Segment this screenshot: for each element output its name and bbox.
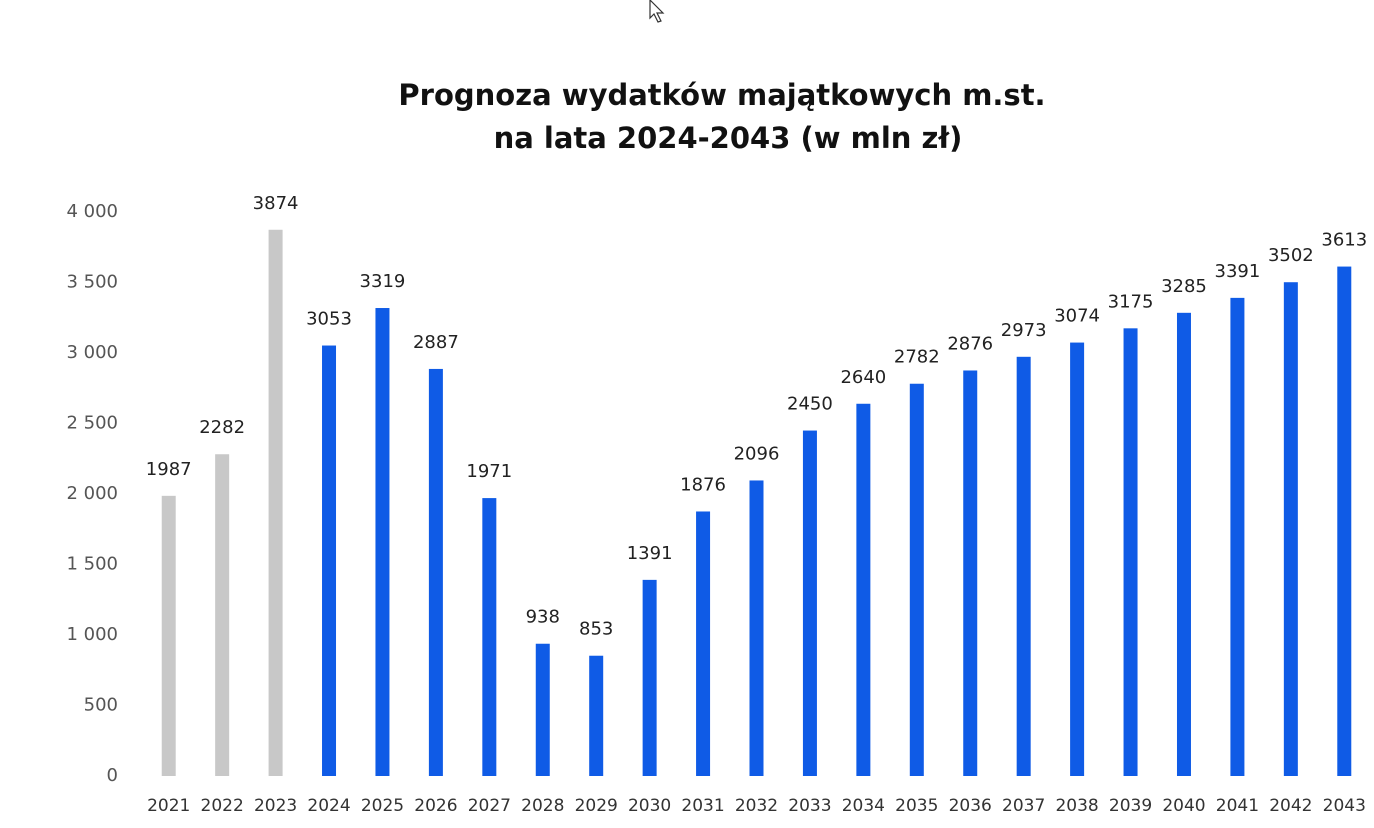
y-tick-label: 500 (84, 695, 118, 716)
bar (482, 498, 497, 776)
y-tick-label: 3 500 (66, 272, 118, 293)
value-label: 2450 (787, 394, 833, 415)
x-tick-label: 2021 (147, 796, 190, 816)
x-tick-label: 2022 (201, 796, 244, 816)
x-tick-label: 2032 (735, 796, 778, 816)
value-label: 853 (579, 619, 613, 640)
x-tick-label: 2042 (1269, 796, 1312, 816)
bar (1283, 282, 1298, 776)
x-tick-label: 2037 (1002, 796, 1045, 816)
value-label: 3074 (1054, 306, 1100, 327)
value-label: 3391 (1215, 261, 1261, 282)
value-label: 3502 (1268, 245, 1314, 266)
x-tick-label: 2043 (1323, 796, 1366, 816)
chart-title: na lata 2024-2043 (w mln zł) (494, 121, 963, 155)
value-label: 3285 (1161, 276, 1207, 297)
bar (589, 655, 604, 776)
x-tick-label: 2036 (949, 796, 992, 816)
bar (268, 229, 283, 777)
bar (1016, 356, 1031, 776)
x-tick-label: 2034 (842, 796, 885, 816)
x-tick-label: 2024 (307, 796, 350, 816)
bar (322, 345, 337, 776)
value-label: 1987 (146, 459, 192, 480)
value-label: 2973 (1001, 320, 1047, 341)
x-tick-label: 2028 (521, 796, 564, 816)
value-label: 3874 (253, 193, 299, 214)
y-tick-label: 0 (107, 765, 118, 786)
bar (963, 370, 978, 776)
value-label: 2640 (840, 367, 886, 388)
value-label: 2282 (199, 417, 245, 438)
bar (1230, 297, 1245, 776)
value-label: 3319 (360, 271, 406, 292)
value-label: 938 (526, 607, 560, 628)
value-label: 1876 (680, 474, 726, 495)
bar (749, 480, 764, 776)
x-tick-label: 2030 (628, 796, 671, 816)
y-tick-label: 2 500 (66, 413, 118, 434)
value-label: 2782 (894, 347, 940, 368)
bar (856, 403, 871, 776)
x-tick-label: 2023 (254, 796, 297, 816)
y-tick-label: 2 000 (66, 483, 118, 504)
bar (215, 454, 230, 776)
bar (1123, 328, 1138, 776)
bar (909, 383, 924, 776)
bar (802, 430, 817, 776)
bar (642, 579, 657, 776)
x-tick-label: 2041 (1216, 796, 1259, 816)
x-tick-label: 2025 (361, 796, 404, 816)
x-tick-label: 2035 (895, 796, 938, 816)
value-label: 1391 (627, 543, 673, 564)
y-tick-label: 1 000 (66, 624, 118, 645)
bar (535, 643, 550, 776)
x-tick-label: 2039 (1109, 796, 1152, 816)
cursor (649, 0, 665, 23)
y-tick-label: 3 000 (66, 342, 118, 363)
bar (696, 511, 711, 776)
x-tick-label: 2027 (468, 796, 511, 816)
bar (1176, 312, 1191, 776)
value-label: 2876 (947, 333, 993, 354)
bar (428, 368, 443, 776)
value-label: 1971 (466, 461, 512, 482)
x-tick-label: 2040 (1162, 796, 1205, 816)
value-label: 3053 (306, 309, 352, 330)
value-label: 2887 (413, 332, 459, 353)
bar (1070, 342, 1085, 776)
chart-title: Prognoza wydatków majątkowych m.st. (398, 78, 1045, 112)
x-tick-label: 2038 (1055, 796, 1098, 816)
y-tick-label: 1 500 (66, 554, 118, 575)
x-tick-label: 2031 (681, 796, 724, 816)
x-tick-label: 2033 (788, 796, 831, 816)
bar (375, 308, 390, 776)
x-tick-label: 2029 (575, 796, 618, 816)
x-tick-label: 2026 (414, 796, 457, 816)
value-label: 3613 (1321, 230, 1367, 251)
bar (161, 495, 176, 776)
bar (1337, 266, 1352, 776)
value-label: 2096 (734, 443, 780, 464)
value-label: 3175 (1108, 291, 1154, 312)
y-tick-label: 4 000 (66, 201, 118, 222)
